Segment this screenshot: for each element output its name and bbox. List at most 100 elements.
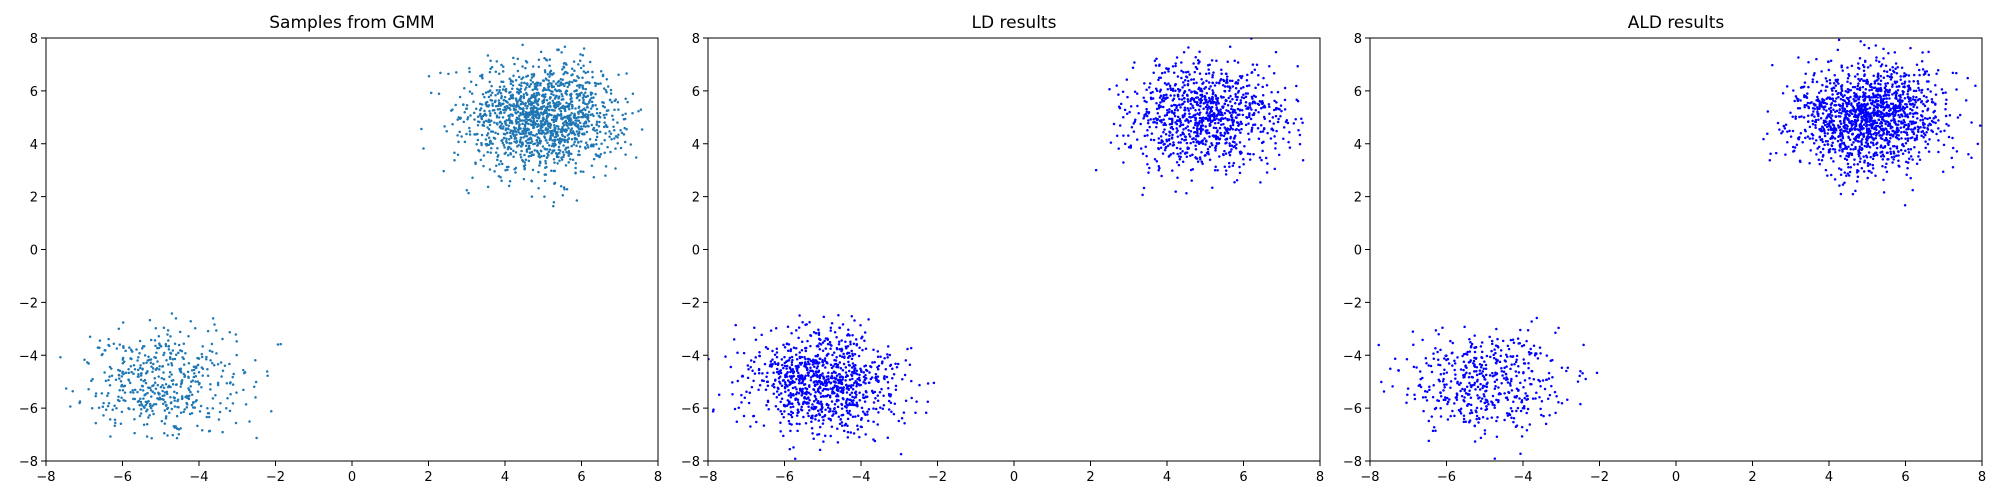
- scatter-point: [548, 138, 552, 142]
- scatter-point: [1298, 142, 1302, 146]
- scatter-point: [175, 427, 179, 430]
- scatter-point: [474, 107, 478, 111]
- scatter-point: [548, 70, 552, 74]
- scatter-point: [587, 110, 591, 114]
- scatter-point: [1146, 134, 1149, 137]
- scatter-point: [560, 92, 563, 96]
- scatter-point: [150, 395, 153, 398]
- scatter-point: [1242, 93, 1245, 97]
- scatter-point: [1283, 108, 1287, 111]
- scatter-point: [1154, 64, 1158, 67]
- scatter-point: [1180, 61, 1183, 64]
- scatter-point: [754, 338, 758, 341]
- scatter-point: [1891, 112, 1894, 116]
- scatter-point: [867, 381, 871, 384]
- scatter-point: [886, 345, 890, 348]
- scatter-point: [1217, 121, 1220, 125]
- scatter-point: [608, 98, 612, 102]
- scatter-point: [532, 74, 535, 78]
- scatter-point: [422, 147, 425, 150]
- scatter-point: [889, 363, 893, 367]
- scatter-point: [866, 413, 869, 416]
- scatter-point: [133, 431, 136, 435]
- scatter-point: [151, 384, 154, 388]
- scatter-point: [107, 337, 110, 341]
- scatter-point: [820, 403, 823, 406]
- scatter-point: [498, 121, 501, 124]
- scatter-point: [480, 73, 484, 77]
- scatter-point: [1250, 70, 1254, 74]
- scatter-point: [819, 373, 822, 377]
- scatter-point: [548, 104, 552, 107]
- scatter-point: [1159, 141, 1163, 144]
- scatter-point: [1287, 140, 1290, 144]
- scatter-point: [102, 401, 105, 405]
- scatter-point: [469, 80, 473, 84]
- scatter-point: [1198, 72, 1202, 75]
- scatter-point: [1906, 137, 1910, 140]
- scatter-point: [836, 427, 839, 431]
- scatter-point: [1906, 90, 1910, 93]
- scatter-point: [597, 82, 600, 86]
- scatter-point: [1867, 46, 1871, 50]
- scatter-point: [850, 357, 854, 361]
- scatter-point: [864, 395, 868, 399]
- scatter-point: [138, 404, 141, 407]
- scatter-point: [1127, 146, 1131, 149]
- scatter-point: [1204, 117, 1207, 121]
- scatter-point: [1877, 82, 1880, 85]
- scatter-point: [564, 70, 568, 74]
- scatter-point: [1853, 91, 1856, 95]
- scatter-point: [926, 400, 930, 403]
- scatter-point: [1834, 115, 1838, 119]
- scatter-point: [864, 382, 867, 385]
- scatter-point: [1171, 133, 1174, 137]
- scatter-point: [141, 345, 145, 348]
- scatter-point: [139, 388, 142, 391]
- scatter-point: [1179, 106, 1182, 109]
- scatter-point: [1208, 87, 1211, 90]
- scatter-point: [889, 401, 893, 404]
- scatter-point: [782, 434, 785, 438]
- scatter-point: [545, 147, 549, 151]
- scatter-point: [1205, 112, 1208, 115]
- scatter-point: [1295, 84, 1298, 88]
- scatter-point: [775, 351, 779, 354]
- scatter-point: [1211, 186, 1214, 189]
- scatter-point: [1115, 84, 1118, 87]
- scatter-point: [148, 414, 151, 417]
- scatter-point: [800, 340, 804, 344]
- scatter-point: [83, 358, 86, 361]
- scatter-point: [501, 141, 505, 145]
- scatter-point: [154, 402, 158, 406]
- scatter-point: [844, 371, 848, 374]
- scatter-point: [595, 142, 598, 146]
- scatter-point: [1263, 104, 1266, 107]
- scatter-point: [798, 351, 801, 354]
- scatter-point: [565, 138, 569, 142]
- scatter-point: [121, 358, 125, 361]
- scatter-point: [805, 366, 809, 370]
- scatter-point: [1212, 116, 1216, 119]
- scatter-point: [849, 413, 852, 417]
- scatter-point: [592, 126, 596, 130]
- scatter-point: [783, 355, 786, 359]
- scatter-point: [1788, 129, 1791, 133]
- scatter-point: [844, 401, 848, 405]
- scatter-point: [1870, 96, 1873, 99]
- scatter-point: [1219, 131, 1222, 135]
- scatter-point: [1819, 150, 1822, 154]
- scatter-point: [553, 123, 556, 127]
- scatter-point: [850, 391, 854, 394]
- scatter-point: [502, 85, 506, 88]
- scatter-point: [1223, 149, 1226, 153]
- scatter-point: [1201, 119, 1205, 123]
- scatter-point: [167, 384, 171, 388]
- scatter-point: [1258, 100, 1262, 103]
- scatter-point: [1153, 158, 1157, 161]
- scatter-point: [590, 143, 593, 147]
- scatter-point: [732, 338, 736, 341]
- scatter-point: [552, 150, 555, 153]
- scatter-point: [592, 157, 596, 161]
- scatter-point: [1212, 71, 1215, 74]
